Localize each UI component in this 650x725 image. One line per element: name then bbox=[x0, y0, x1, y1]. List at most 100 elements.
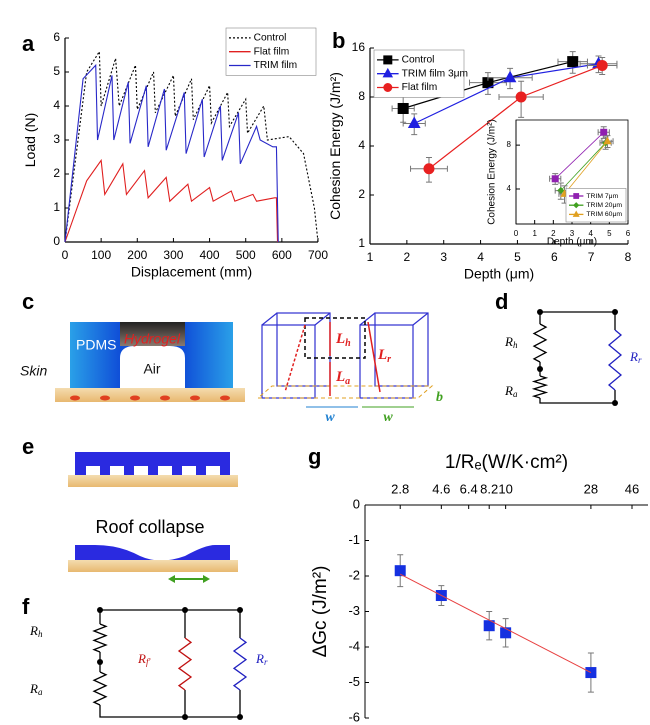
node bbox=[612, 309, 618, 315]
y-tick-label: 8 bbox=[358, 89, 365, 103]
y-tick-label: 1 bbox=[358, 236, 365, 250]
label: Ra bbox=[504, 383, 518, 399]
legend-label: TRIM 20μm bbox=[586, 202, 622, 209]
circuit bbox=[531, 309, 623, 406]
node bbox=[612, 400, 618, 406]
x-tick-label: 1 bbox=[532, 229, 537, 238]
hydrogel bbox=[120, 322, 185, 346]
legend-marker bbox=[573, 202, 580, 209]
y-tick-label: -1 bbox=[348, 532, 360, 547]
marker bbox=[407, 116, 421, 128]
legend-label: TRIM film 3μm bbox=[402, 68, 468, 79]
y-tick-label: 0 bbox=[53, 234, 60, 248]
marker bbox=[397, 102, 409, 114]
marker bbox=[567, 56, 579, 68]
marker bbox=[500, 627, 512, 639]
y-tick-label: 3 bbox=[53, 132, 60, 146]
legend-label: TRIM 7μm bbox=[586, 193, 618, 200]
x-tick-label: 200 bbox=[127, 248, 147, 262]
skin-cells bbox=[70, 395, 230, 401]
label: Rf′ bbox=[137, 651, 151, 667]
x-tick-label: 5 bbox=[514, 250, 521, 264]
panel-label: a bbox=[22, 31, 35, 56]
x-tick-label: 6 bbox=[626, 229, 631, 238]
y-tick-label: 8 bbox=[507, 140, 512, 149]
legend-label: Control bbox=[254, 33, 287, 44]
y-tick-label: 4 bbox=[53, 98, 60, 112]
y-tick-label: 1 bbox=[53, 200, 60, 214]
skin bbox=[55, 388, 245, 402]
x-tick-label: 6.4 bbox=[460, 481, 478, 496]
resistor bbox=[607, 329, 623, 391]
circuit bbox=[92, 607, 248, 720]
label: w bbox=[383, 410, 393, 425]
x-tick-label: 700 bbox=[308, 248, 328, 262]
x-tick-label: 8 bbox=[625, 250, 632, 264]
x-tick-label: 400 bbox=[200, 248, 220, 262]
y-tick-label: -6 bbox=[348, 709, 360, 724]
node bbox=[237, 607, 243, 613]
marker bbox=[503, 70, 517, 83]
x-axis-label: Depth (μm) bbox=[547, 237, 597, 248]
chart: 0 100 200 300 400 500 600 700 0 1 2 3 4 5 6 Displacemen… bbox=[22, 27, 328, 280]
legend-label: Flat film bbox=[254, 46, 290, 57]
x-tick-label: 600 bbox=[272, 248, 292, 262]
collapsed-film bbox=[75, 545, 230, 561]
node bbox=[182, 607, 188, 613]
x-tick-label: 300 bbox=[163, 248, 183, 262]
series-line bbox=[64, 49, 319, 243]
x-tick-label: 6 bbox=[551, 250, 558, 264]
x-tick-label: 4.6 bbox=[432, 481, 450, 496]
x-tick-label: 100 bbox=[91, 248, 111, 262]
x-axis-label: Depth (μm) bbox=[464, 266, 534, 282]
air-cavity bbox=[120, 346, 185, 388]
y-axis-label: Load (N) bbox=[22, 113, 38, 167]
label: La bbox=[335, 369, 350, 387]
node bbox=[97, 659, 103, 665]
x-tick-label: 2.8 bbox=[391, 481, 409, 496]
series-line bbox=[560, 142, 606, 191]
panel-label: d bbox=[495, 289, 508, 314]
x-tick-label: 4 bbox=[477, 250, 484, 264]
y-axis-label: ΔGc (J/m²) bbox=[310, 566, 331, 658]
label: Hydrogel bbox=[124, 331, 181, 347]
x-tick-label: 0 bbox=[62, 248, 69, 262]
x-tick-label: 500 bbox=[236, 248, 256, 262]
y-tick-label: 4 bbox=[358, 138, 365, 152]
label: Lh bbox=[335, 331, 351, 349]
legend-label: Flat film bbox=[402, 82, 438, 93]
marker bbox=[573, 193, 580, 199]
label: w bbox=[325, 410, 335, 425]
legend-marker bbox=[382, 67, 394, 78]
x-tick-label: 1 bbox=[367, 250, 374, 264]
skin bbox=[68, 475, 238, 487]
x-axis-label: 1/Rₑ(W/K·cm²) bbox=[445, 452, 568, 473]
skin-plane bbox=[256, 385, 434, 399]
label: Air bbox=[143, 361, 160, 377]
x-tick-label: 3 bbox=[570, 229, 575, 238]
legend-marker bbox=[383, 83, 393, 92]
label: Lr bbox=[377, 347, 391, 365]
y-axis-label: Cohesion Energy (J/m²) bbox=[327, 72, 343, 220]
caption: Roof collapse bbox=[95, 517, 204, 537]
label: Rr bbox=[255, 651, 268, 667]
panel-label: g bbox=[308, 444, 321, 469]
label: PDMS bbox=[76, 337, 116, 353]
wire bbox=[99, 609, 241, 718]
marker bbox=[572, 210, 580, 217]
chart: 2.8 4.6 6.4 8.2 10 28 46 0 -1 -2 -3 -4 -5 -6 1/Rₑ(W/K·… bbox=[310, 452, 648, 724]
marker bbox=[551, 175, 559, 183]
y-tick-label: 0 bbox=[353, 496, 360, 511]
x-tick-label: 46 bbox=[625, 481, 639, 496]
resistor bbox=[92, 623, 108, 653]
series-line bbox=[64, 63, 279, 243]
chart: 0 1 2 3 4 5 6 4 8 Depth (μm) Cohesion Energy (J/m²… bbox=[487, 119, 631, 247]
y-axis-label: Cohesion Energy (J/m²) bbox=[487, 119, 498, 225]
label: Ra bbox=[29, 681, 43, 697]
marker bbox=[483, 620, 495, 632]
node bbox=[237, 714, 243, 720]
y-tick-label: -2 bbox=[348, 567, 360, 582]
fit-line bbox=[399, 573, 592, 674]
x-tick-label: 8.2 bbox=[480, 481, 498, 496]
